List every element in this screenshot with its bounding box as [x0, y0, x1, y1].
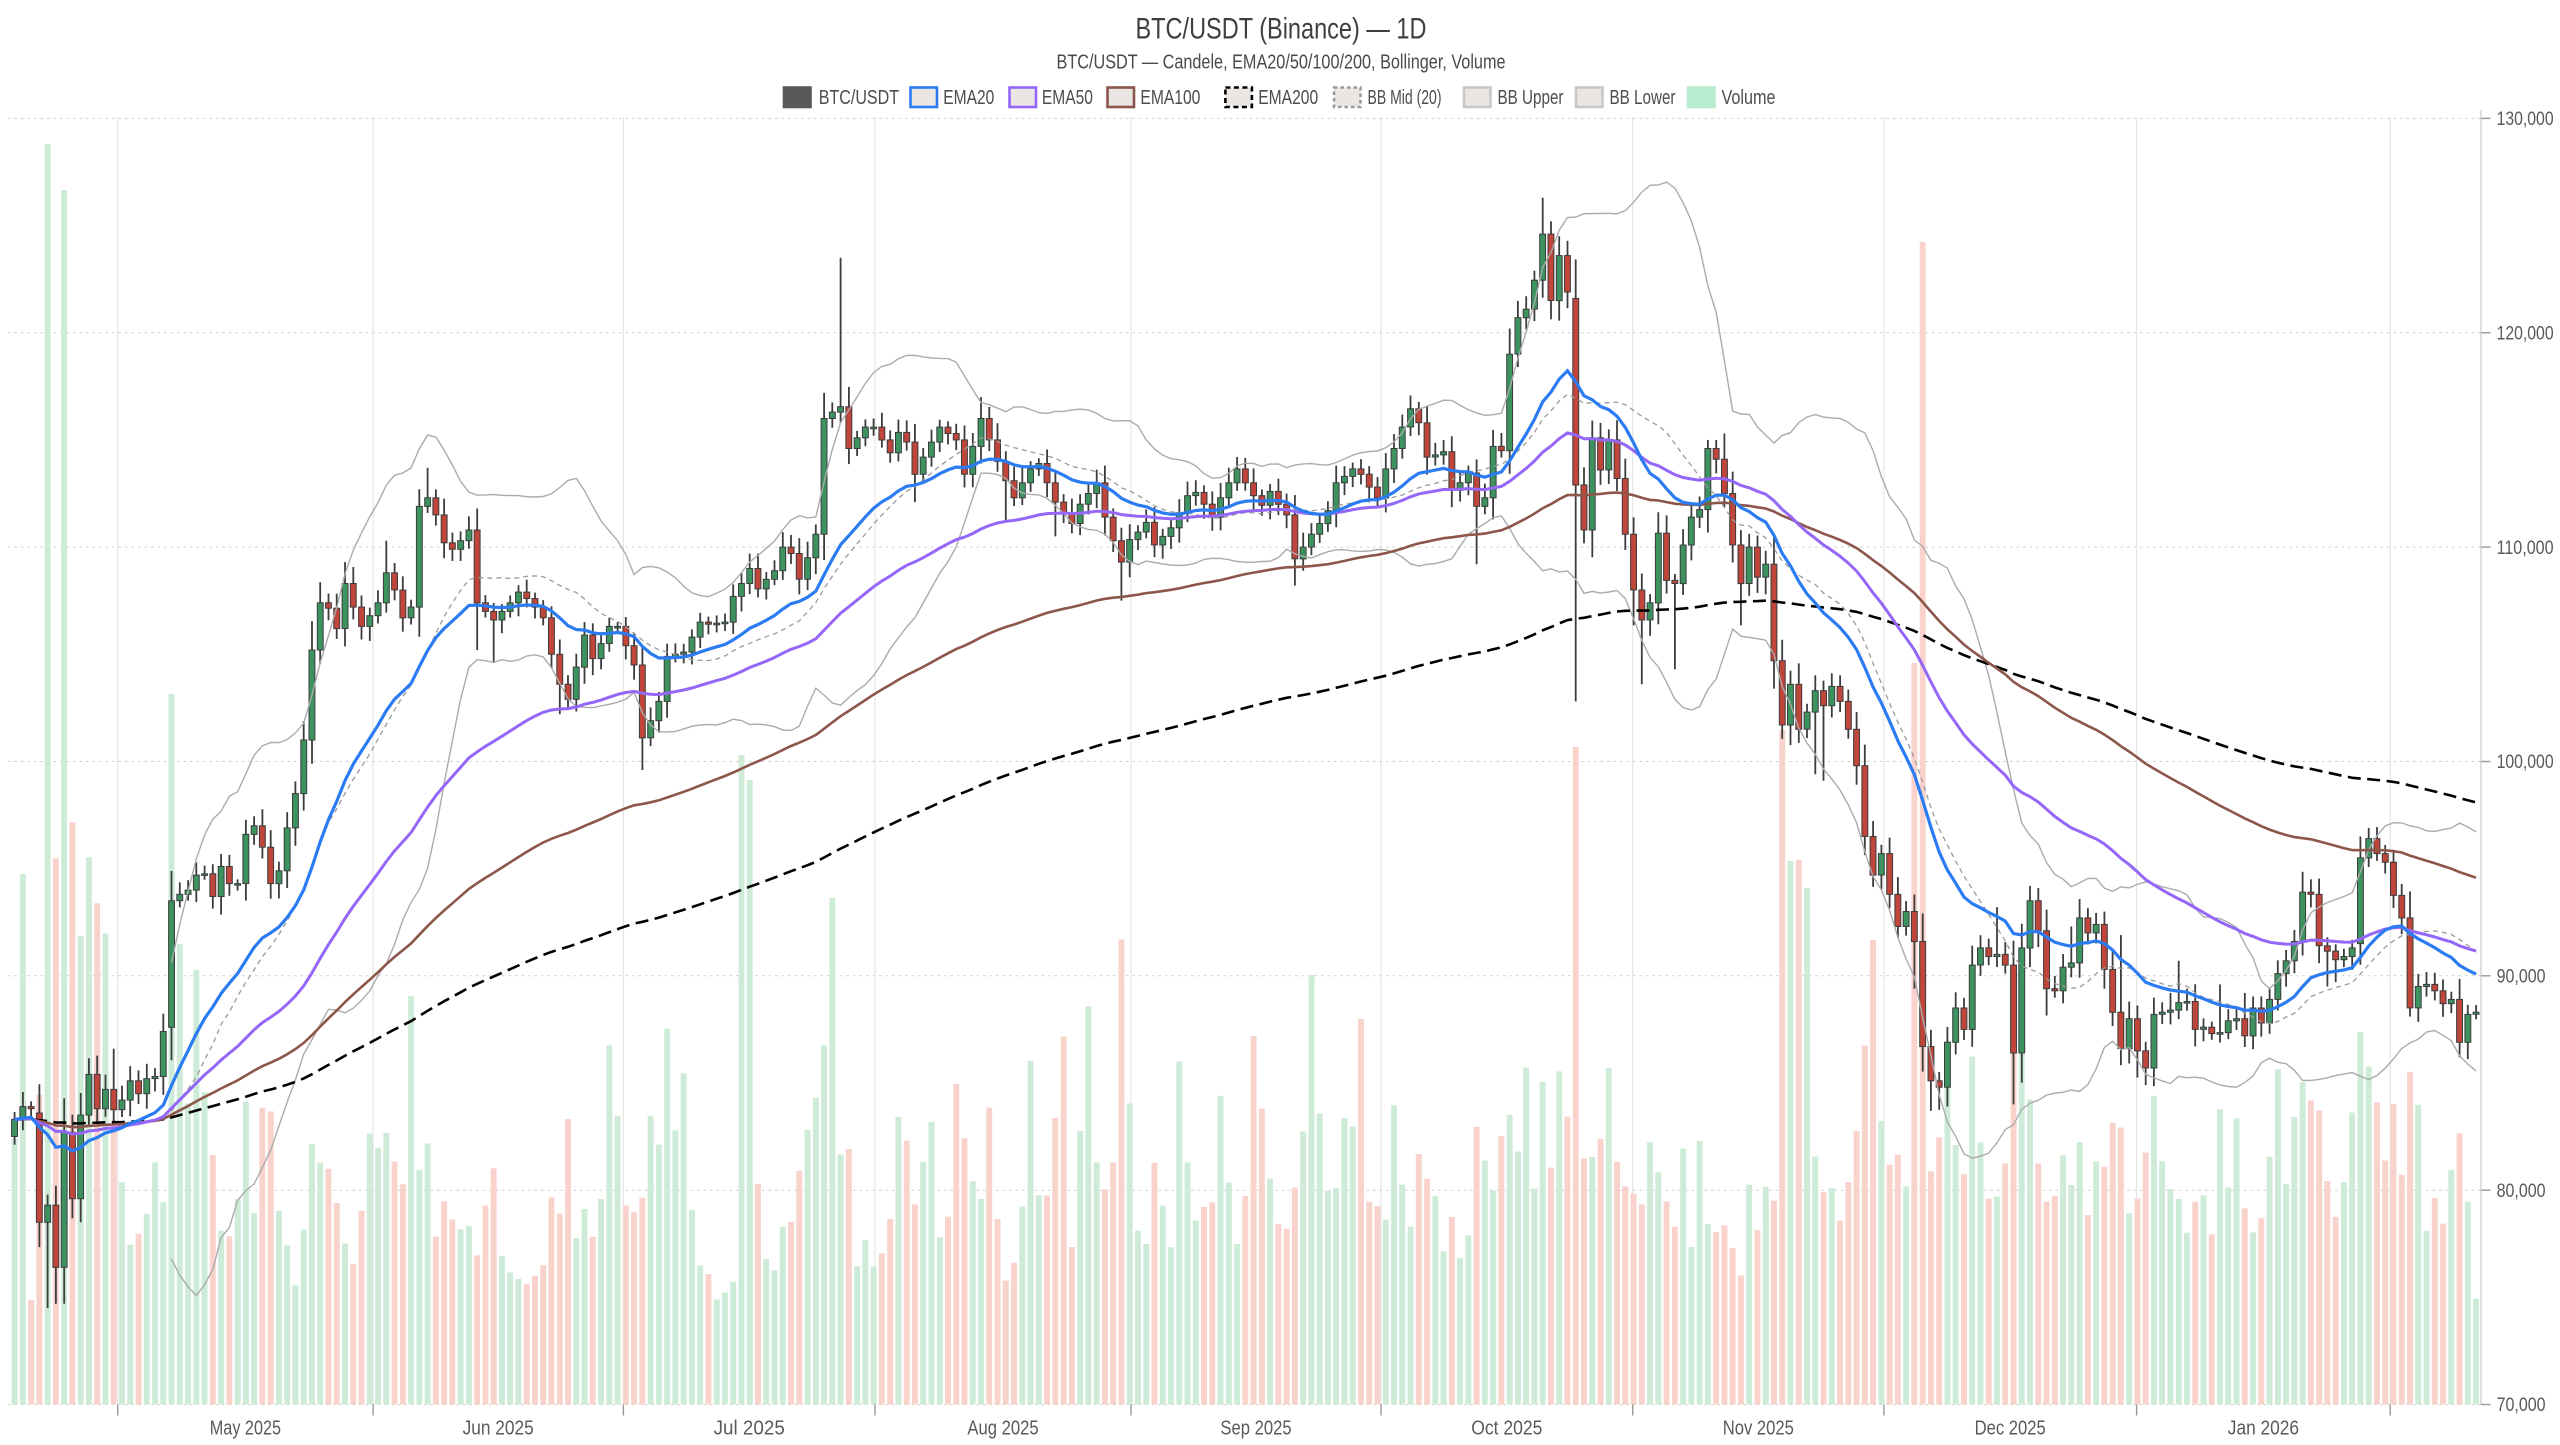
- svg-text:Jul 2025: Jul 2025: [714, 1417, 785, 1439]
- svg-text:Volume: Volume: [1722, 87, 1776, 109]
- svg-text:Nov 2025: Nov 2025: [1723, 1417, 1794, 1439]
- svg-text:BB Lower: BB Lower: [1610, 87, 1676, 109]
- svg-text:BTC/USDT: BTC/USDT: [819, 87, 899, 109]
- svg-text:Jun 2025: Jun 2025: [463, 1417, 534, 1439]
- svg-text:BB Mid (20): BB Mid (20): [1368, 87, 1442, 109]
- svg-text:120,000: 120,000: [2497, 323, 2554, 344]
- svg-text:80,000: 80,000: [2497, 1181, 2546, 1202]
- svg-text:EMA200: EMA200: [1258, 87, 1318, 109]
- svg-text:Jan 2026: Jan 2026: [2228, 1417, 2299, 1439]
- svg-text:EMA20: EMA20: [943, 87, 994, 109]
- svg-text:May 2025: May 2025: [210, 1417, 281, 1439]
- svg-text:Dec 2025: Dec 2025: [1975, 1417, 2046, 1439]
- svg-text:70,000: 70,000: [2497, 1395, 2546, 1416]
- svg-text:EMA100: EMA100: [1140, 87, 1200, 109]
- svg-text:BB Upper: BB Upper: [1498, 87, 1564, 109]
- svg-text:BTC/USDT (Binance) — 1D: BTC/USDT (Binance) — 1D: [1136, 13, 1427, 46]
- svg-text:110,000: 110,000: [2497, 538, 2554, 559]
- svg-text:BTC/USDT — Candele, EMA20/50/1: BTC/USDT — Candele, EMA20/50/100/200, Bo…: [1057, 51, 1506, 73]
- svg-text:EMA50: EMA50: [1042, 87, 1093, 109]
- svg-text:Aug 2025: Aug 2025: [967, 1417, 1038, 1439]
- svg-text:90,000: 90,000: [2497, 967, 2546, 988]
- svg-text:Sep 2025: Sep 2025: [1220, 1417, 1291, 1439]
- svg-text:100,000: 100,000: [2497, 752, 2554, 773]
- svg-text:130,000: 130,000: [2497, 109, 2554, 130]
- svg-text:Oct 2025: Oct 2025: [1471, 1417, 1542, 1439]
